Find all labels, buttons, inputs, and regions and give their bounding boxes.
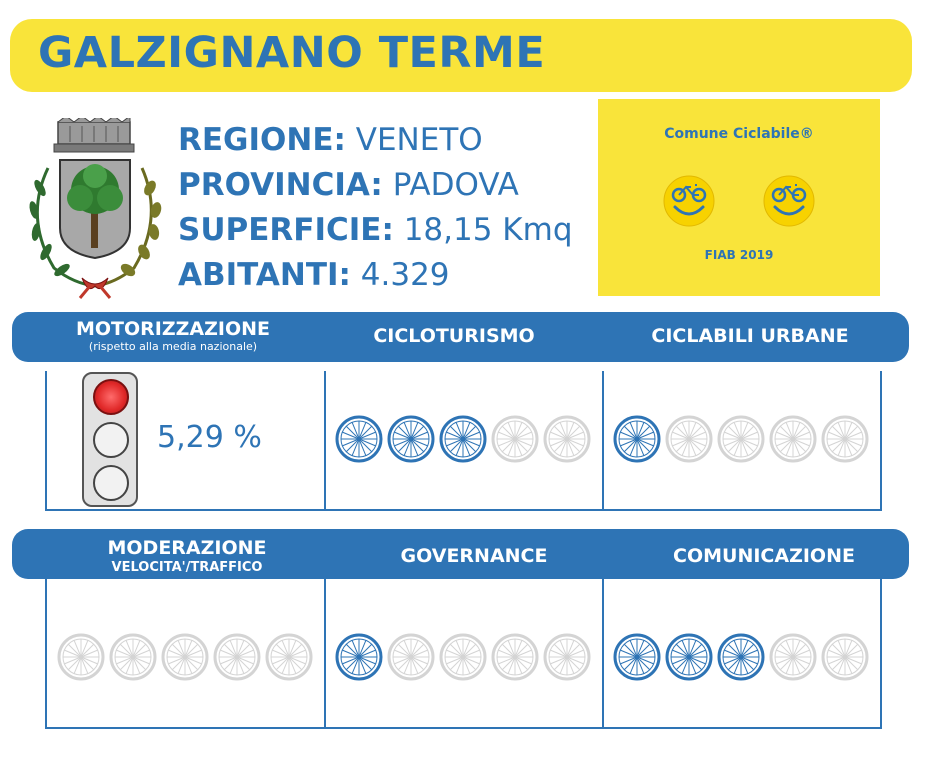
info-value: VENETO — [355, 122, 483, 158]
header-motorizzazione: MOTORIZZAZIONE — [75, 318, 270, 340]
title-bar — [10, 19, 912, 92]
divider — [324, 371, 326, 511]
rating-moderazione — [56, 632, 316, 682]
motorizzazione-value: 5,29 % — [157, 420, 262, 455]
wheel-empty-icon — [109, 633, 157, 681]
rating-governance — [334, 632, 594, 682]
wheel-empty-icon — [265, 633, 313, 681]
divider — [602, 579, 604, 729]
wheel-empty-icon — [491, 415, 539, 463]
badge-footer: FIAB 2019 — [704, 248, 774, 262]
traffic-light-green — [93, 465, 129, 501]
panel-row1 — [45, 371, 882, 511]
bicycle-smile-icon — [763, 175, 815, 227]
coat-of-arms-icon — [29, 118, 162, 299]
traffic-light-yellow — [93, 422, 129, 458]
rating-cicloturismo — [334, 414, 594, 464]
wheel-empty-icon — [821, 633, 869, 681]
header-band-row2 — [12, 529, 909, 579]
header-ciclabili-urbane: CICLABILI URBANE — [651, 325, 849, 347]
wheel-empty-icon — [543, 415, 591, 463]
divider — [602, 371, 604, 511]
wheel-filled-icon — [335, 415, 383, 463]
wheel-empty-icon — [387, 633, 435, 681]
info-value: 18,15 Kmq — [403, 212, 573, 248]
wheel-filled-icon — [387, 415, 435, 463]
header-governance: GOVERNANCE — [400, 545, 548, 567]
page-title: GALZIGNANO TERME — [38, 28, 546, 78]
info-label: REGIONE: — [178, 122, 346, 158]
traffic-light-red — [93, 379, 129, 415]
wheel-empty-icon — [769, 633, 817, 681]
info-superficie: SUPERFICIE: 18,15 Kmq — [178, 207, 573, 253]
bicycle-smile-icon — [663, 175, 715, 227]
wheel-empty-icon — [213, 633, 261, 681]
comune-ciclabile-badge: Comune Ciclabile® FIAB 2019 — [598, 99, 880, 296]
wheel-empty-icon — [717, 415, 765, 463]
info-value: 4.329 — [360, 257, 450, 293]
wheel-empty-icon — [769, 415, 817, 463]
wheel-empty-icon — [439, 633, 487, 681]
info-regione: REGIONE: VENETO — [178, 117, 483, 163]
badge-title: Comune Ciclabile® — [664, 126, 814, 142]
header-band-row1 — [12, 312, 909, 362]
info-label: PROVINCIA: — [178, 167, 383, 203]
wheel-empty-icon — [665, 415, 713, 463]
wheel-empty-icon — [57, 633, 105, 681]
wheel-filled-icon — [613, 633, 661, 681]
wheel-filled-icon — [717, 633, 765, 681]
wheel-empty-icon — [161, 633, 209, 681]
header-comunicazione: COMUNICAZIONE — [673, 545, 855, 567]
rating-comunicazione — [612, 632, 872, 682]
info-label: SUPERFICIE: — [178, 212, 394, 248]
header-motorizzazione-sub: (rispetto alla media nazionale) — [88, 340, 258, 353]
traffic-light-icon — [82, 372, 138, 507]
rating-ciclabili-urbane — [612, 414, 872, 464]
info-abitanti: ABITANTI: 4.329 — [178, 252, 450, 298]
wheel-empty-icon — [821, 415, 869, 463]
wheel-filled-icon — [439, 415, 487, 463]
wheel-filled-icon — [335, 633, 383, 681]
wheel-filled-icon — [665, 633, 713, 681]
info-value: PADOVA — [392, 167, 519, 203]
info-label: ABITANTI: — [178, 257, 351, 293]
info-provincia: PROVINCIA: PADOVA — [178, 162, 519, 208]
header-moderazione: MODERAZIONE — [107, 537, 267, 559]
header-cicloturismo: CICLOTURISMO — [373, 325, 535, 347]
divider — [324, 579, 326, 729]
header-moderazione-sub: VELOCITA'/TRAFFICO — [111, 560, 263, 575]
panel-row2 — [45, 579, 882, 729]
wheel-filled-icon — [613, 415, 661, 463]
wheel-empty-icon — [543, 633, 591, 681]
wheel-empty-icon — [491, 633, 539, 681]
